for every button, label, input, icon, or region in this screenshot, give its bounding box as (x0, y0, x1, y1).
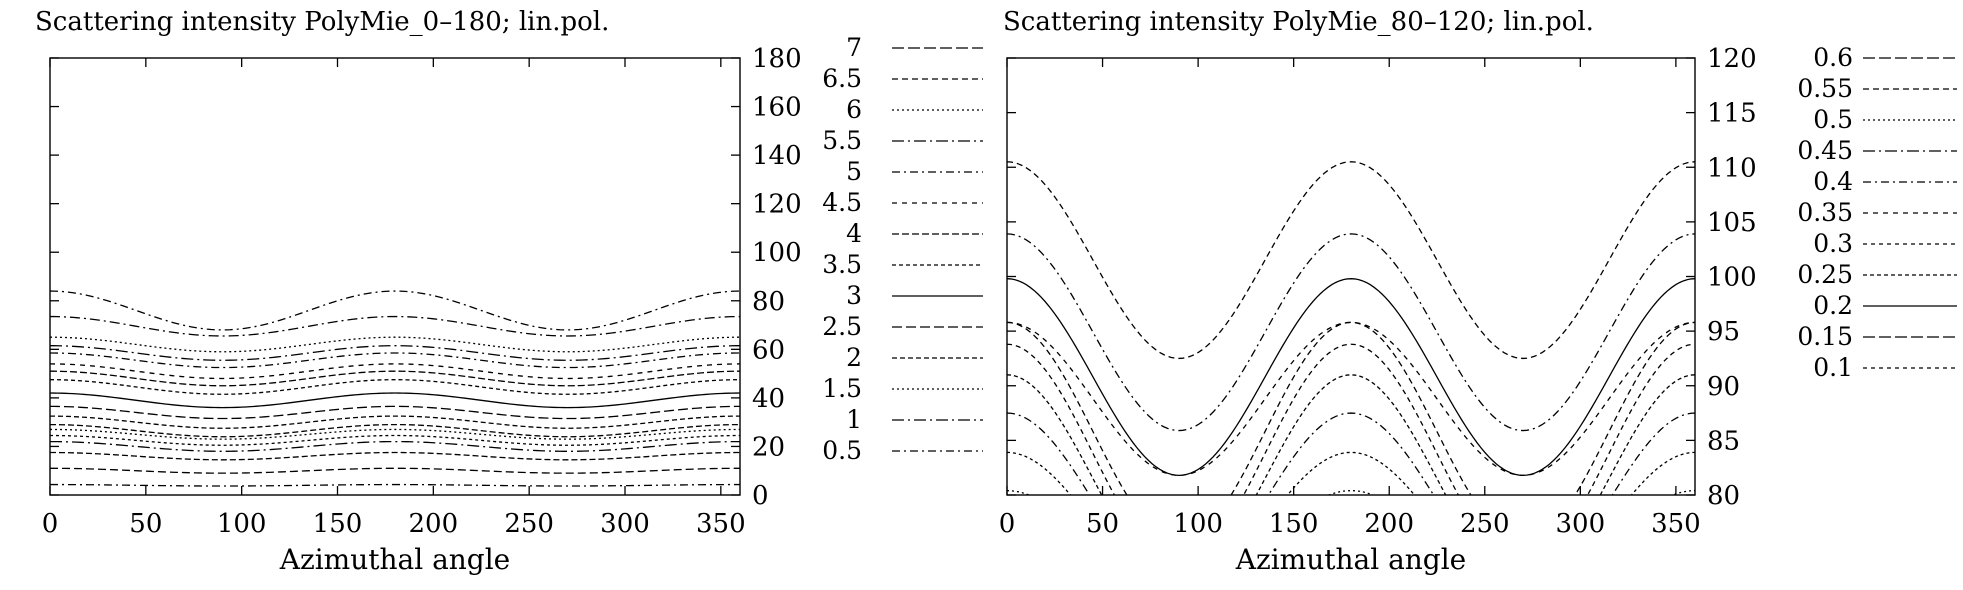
contour-line-0_5 (50, 483, 740, 487)
y-tick-label: 80 (1707, 481, 1740, 511)
contour-line-0_35 (1007, 321, 1695, 476)
y-tick-label: 100 (752, 238, 802, 268)
x-tick-label: 50 (129, 509, 162, 539)
legend-label: 0.15 (1797, 322, 1853, 351)
x-tick-label: 200 (1364, 509, 1414, 539)
legend-label: 3 (846, 281, 862, 310)
chart-title: Scattering intensity PolyMie_0–180; lin.… (35, 7, 609, 37)
x-tick-label: 250 (1460, 509, 1510, 539)
x-tick-label: 300 (1556, 509, 1606, 539)
legend-label: 6 (846, 95, 862, 124)
legend-label: 0.2 (1813, 291, 1853, 320)
legend-label: 2.5 (822, 312, 862, 341)
chart-left: Scattering intensity PolyMie_0–180; lin.… (35, 7, 983, 576)
contour-line-0_2 (1007, 278, 1695, 476)
contour-line-extra-2 (50, 423, 740, 438)
legend-label: 5 (846, 157, 862, 186)
x-tick-label: 350 (1651, 509, 1701, 539)
y-tick-label: 110 (1707, 153, 1757, 183)
x-tick-label: 0 (42, 509, 59, 539)
contour-line-1_5 (50, 428, 740, 440)
legend-label: 0.35 (1797, 198, 1853, 227)
x-tick-label: 0 (999, 509, 1016, 539)
contour-lines (1007, 161, 1695, 495)
legend-label: 2 (846, 343, 862, 372)
y-tick-label: 160 (752, 93, 802, 123)
contour-line-extra-3 (1007, 412, 1695, 495)
y-tick-label: 120 (752, 190, 802, 220)
y-tick-label: 140 (752, 141, 802, 171)
x-tick-label: 150 (313, 509, 363, 539)
x-tick-label: 250 (504, 509, 554, 539)
y-tick-label: 20 (752, 432, 785, 462)
y-tick-label: 115 (1707, 99, 1757, 129)
contour-line-5 (50, 352, 740, 369)
y-tick-label: 95 (1707, 317, 1740, 347)
contour-line-3 (50, 392, 740, 409)
x-tick-label: 100 (1173, 509, 1223, 539)
x-tick-label: 300 (600, 509, 650, 539)
contour-line-1 (50, 440, 740, 452)
legend-label: 0.5 (822, 436, 862, 465)
contour-lines (50, 290, 740, 487)
y-tick-label: 90 (1707, 372, 1740, 402)
y-tick-label: 40 (752, 384, 785, 414)
x-axis-label: Azimuthal angle (1235, 543, 1467, 576)
legend-label: 1 (846, 405, 862, 434)
legend-label: 7 (846, 33, 862, 62)
contour-line-extra-0 (1007, 321, 1695, 495)
contour-line-extra-1 (1007, 343, 1695, 495)
legend-label: 5.5 (822, 126, 862, 155)
contour-line-extra-0 (50, 315, 740, 337)
x-tick-label: 50 (1086, 509, 1119, 539)
y-tick-label: 80 (752, 287, 785, 317)
legend-label: 0.55 (1797, 74, 1853, 103)
legend-label: 6.5 (822, 64, 862, 93)
legend-label: 0.1 (1813, 353, 1853, 382)
legend-label: 0.6 (1813, 43, 1853, 72)
y-tick-label: 0 (752, 481, 769, 511)
legend: 0.60.550.50.450.40.350.30.250.20.150.1 (1797, 43, 1957, 382)
legend-label: 1.5 (822, 374, 862, 403)
chart-title: Scattering intensity PolyMie_80–120; lin… (1003, 7, 1594, 37)
contour-line-6 (50, 336, 740, 353)
contour-line-0_55 (1007, 161, 1695, 360)
legend-label: 3.5 (822, 250, 862, 279)
contour-line-extra-3 (50, 434, 740, 446)
contour-line-3_5 (50, 379, 740, 395)
contour-line-2_5 (50, 405, 740, 420)
legend-label: 0.25 (1797, 260, 1853, 289)
contour-line-0_4 (1007, 233, 1695, 432)
x-tick-label: 100 (217, 509, 267, 539)
legend-label: 4.5 (822, 188, 862, 217)
x-tick-label: 150 (1269, 509, 1319, 539)
y-tick-label: 180 (752, 44, 802, 74)
x-tick-label: 350 (696, 509, 746, 539)
contour-line-4 (50, 370, 740, 387)
legend-label: 4 (846, 219, 862, 248)
chart-right: Scattering intensity PolyMie_80–120; lin… (999, 7, 1957, 576)
y-tick-label: 100 (1707, 263, 1757, 293)
contour-line-5_5 (50, 345, 740, 361)
x-axis-label: Azimuthal angle (279, 543, 511, 576)
y-tick-label: 85 (1707, 426, 1740, 456)
contour-line-extra-5 (50, 467, 740, 474)
y-tick-label: 105 (1707, 208, 1757, 238)
legend-label: 0.3 (1813, 229, 1853, 258)
contour-line-2 (50, 415, 740, 429)
plot-frame (49, 57, 741, 496)
y-tick-label: 120 (1707, 44, 1757, 74)
contour-line-extra-1 (50, 290, 740, 331)
plot-frame (1006, 57, 1696, 496)
legend-label: 0.5 (1813, 105, 1853, 134)
x-tick-label: 200 (409, 509, 459, 539)
legend-label: 0.45 (1797, 136, 1853, 165)
contour-line-extra-4 (50, 451, 740, 461)
legend: 76.565.554.543.532.521.510.5 (822, 33, 983, 465)
legend-label: 0.4 (1813, 167, 1853, 196)
y-tick-label: 60 (752, 335, 785, 365)
